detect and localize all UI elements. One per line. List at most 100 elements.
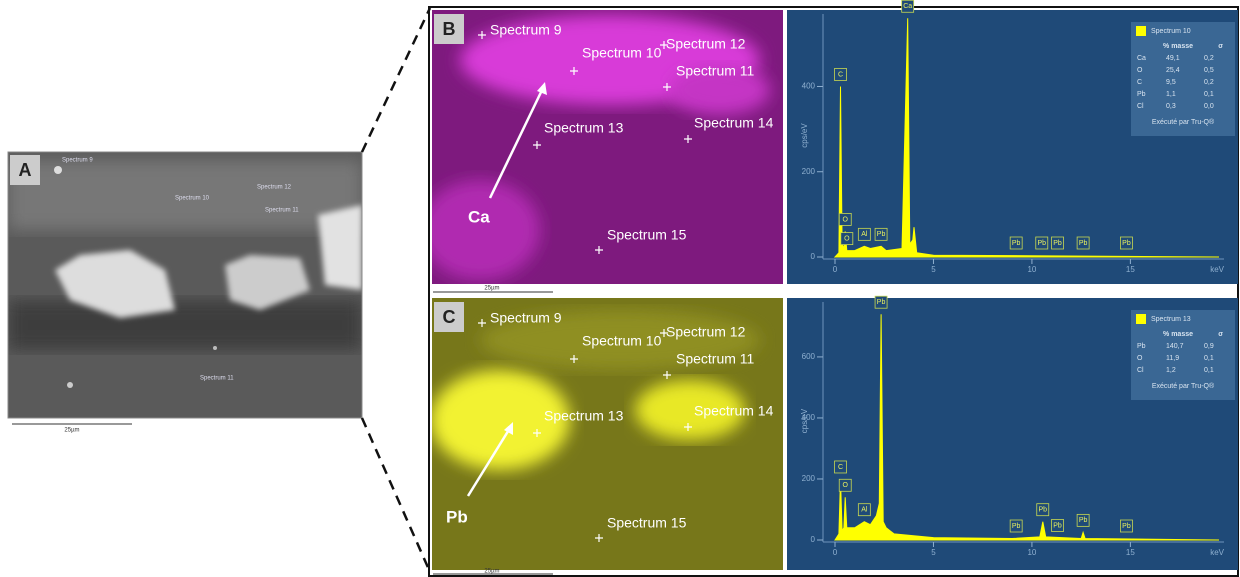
legend-cell: 0,0	[1204, 103, 1214, 110]
y-tick-label: 200	[802, 474, 816, 483]
panel-label: A	[19, 160, 32, 180]
spectrum-label: Spectrum 11	[676, 63, 755, 79]
peak-label: Pb	[877, 231, 886, 238]
peak-label: Pb	[1053, 240, 1062, 247]
scale-label: 25µm	[484, 286, 499, 292]
peak-label: Pb	[1037, 240, 1046, 247]
panel-label-box	[10, 155, 40, 185]
peak-label-box	[1051, 236, 1064, 250]
panel-label-box	[434, 14, 464, 44]
legend-cell: 0,1	[1204, 367, 1214, 374]
peak-label-box	[840, 232, 854, 246]
point-marker	[660, 329, 668, 337]
y-tick-label: 400	[802, 82, 816, 91]
y-tick-label: 600	[802, 352, 816, 361]
legend-title: Spectrum 10	[1151, 28, 1191, 35]
spectrum-area	[834, 314, 1220, 541]
arrow-head	[504, 422, 513, 435]
point-marker	[663, 83, 671, 91]
peak-label: Pb	[877, 299, 886, 306]
point-marker	[684, 135, 692, 143]
spectrum-label: Spectrum 15	[607, 227, 687, 243]
x-tick-label: 10	[1027, 548, 1036, 557]
legend-cell: C	[1137, 79, 1142, 86]
legend-cell: Ca	[1137, 55, 1146, 62]
point-marker	[684, 423, 692, 431]
peak-label: Ca	[903, 3, 912, 10]
legend-title: Spectrum 13	[1151, 316, 1191, 323]
y-tick-label: 0	[811, 252, 816, 261]
sem-image	[8, 152, 362, 418]
peak-label: Al	[861, 231, 868, 238]
peak-label-box	[838, 213, 852, 226]
peak-label: O	[844, 235, 850, 242]
pb-map	[432, 298, 783, 570]
zoom-frame	[428, 6, 1239, 577]
arrow	[466, 427, 512, 497]
ca-map	[432, 10, 783, 284]
arrow	[488, 87, 545, 199]
point-marker	[533, 141, 541, 149]
peak-label-box	[1120, 236, 1133, 250]
legend-column: % masse	[1163, 331, 1193, 338]
spectrum-label: Spectrum 12	[666, 324, 746, 340]
peak-label: C	[838, 71, 843, 78]
point-marker	[570, 355, 578, 363]
spectrum-label: Spectrum 13	[544, 408, 624, 424]
peak-label: Al	[861, 507, 868, 514]
y-axis-label: cps/eV	[800, 408, 809, 433]
legend-swatch	[1136, 26, 1146, 36]
spectrum-label: Spectrum 9	[490, 310, 562, 326]
point-marker	[478, 31, 486, 39]
panel-label: C	[443, 307, 456, 327]
legend-cell: Pb	[1137, 343, 1146, 350]
legend-cell: Cl	[1137, 103, 1144, 110]
point-marker	[660, 41, 668, 49]
element-label: Ca	[468, 207, 490, 226]
peak-label-box	[1035, 236, 1049, 250]
peak-label: O	[843, 482, 849, 489]
peak-label-box	[901, 0, 915, 13]
point-marker	[533, 429, 541, 437]
legend-cell: 140,7	[1166, 343, 1184, 350]
peak-label-box	[834, 460, 847, 474]
spectrum-label: Spectrum 10	[175, 196, 210, 202]
y-axis-label: cps/eV	[800, 123, 809, 148]
spectrum-label: Spectrum 13	[544, 120, 624, 136]
point-marker	[663, 371, 671, 379]
peak-label-box	[1009, 519, 1023, 533]
point-marker	[595, 246, 603, 254]
spectrum-label: Spectrum 15	[607, 515, 687, 531]
peak-label: Pb	[1122, 240, 1131, 247]
spectrum-label: Spectrum 14	[694, 115, 774, 131]
legend-column: % masse	[1163, 43, 1193, 50]
point-marker	[595, 534, 603, 542]
scale-label: 25µm	[484, 569, 499, 575]
x-tick-label: 15	[1126, 548, 1135, 557]
legend-column: σ	[1218, 331, 1223, 338]
peak-label-box	[838, 478, 852, 492]
peak-label-box	[1051, 519, 1064, 532]
peak-label: Pb	[1122, 523, 1131, 530]
legend-footer: Exécuté par Tru-Q®	[1152, 382, 1215, 390]
legend-column: σ	[1218, 43, 1223, 50]
peak-label-box	[1120, 519, 1133, 533]
x-tick-label: 0	[833, 548, 838, 557]
legend-cell: O	[1137, 67, 1143, 74]
point-marker	[570, 67, 578, 75]
legend-cell: Cl	[1137, 367, 1144, 374]
point-marker	[478, 319, 486, 327]
x-unit: keV	[1210, 548, 1224, 557]
peak-label: Pb	[1079, 240, 1088, 247]
spectrum-label: Spectrum 11	[200, 376, 234, 382]
spectrum-label: Spectrum 14	[694, 403, 774, 419]
spectrum-label: Spectrum 12	[257, 185, 292, 191]
peak-label-box	[1009, 236, 1023, 250]
spectrum-label: Spectrum 9	[62, 158, 93, 164]
x-tick-label: 5	[931, 265, 936, 274]
spectrum-label: Spectrum 9	[490, 22, 562, 38]
legend-cell: 1,1	[1166, 91, 1176, 98]
panel-label: B	[443, 19, 456, 39]
y-tick-label: 400	[802, 413, 816, 422]
